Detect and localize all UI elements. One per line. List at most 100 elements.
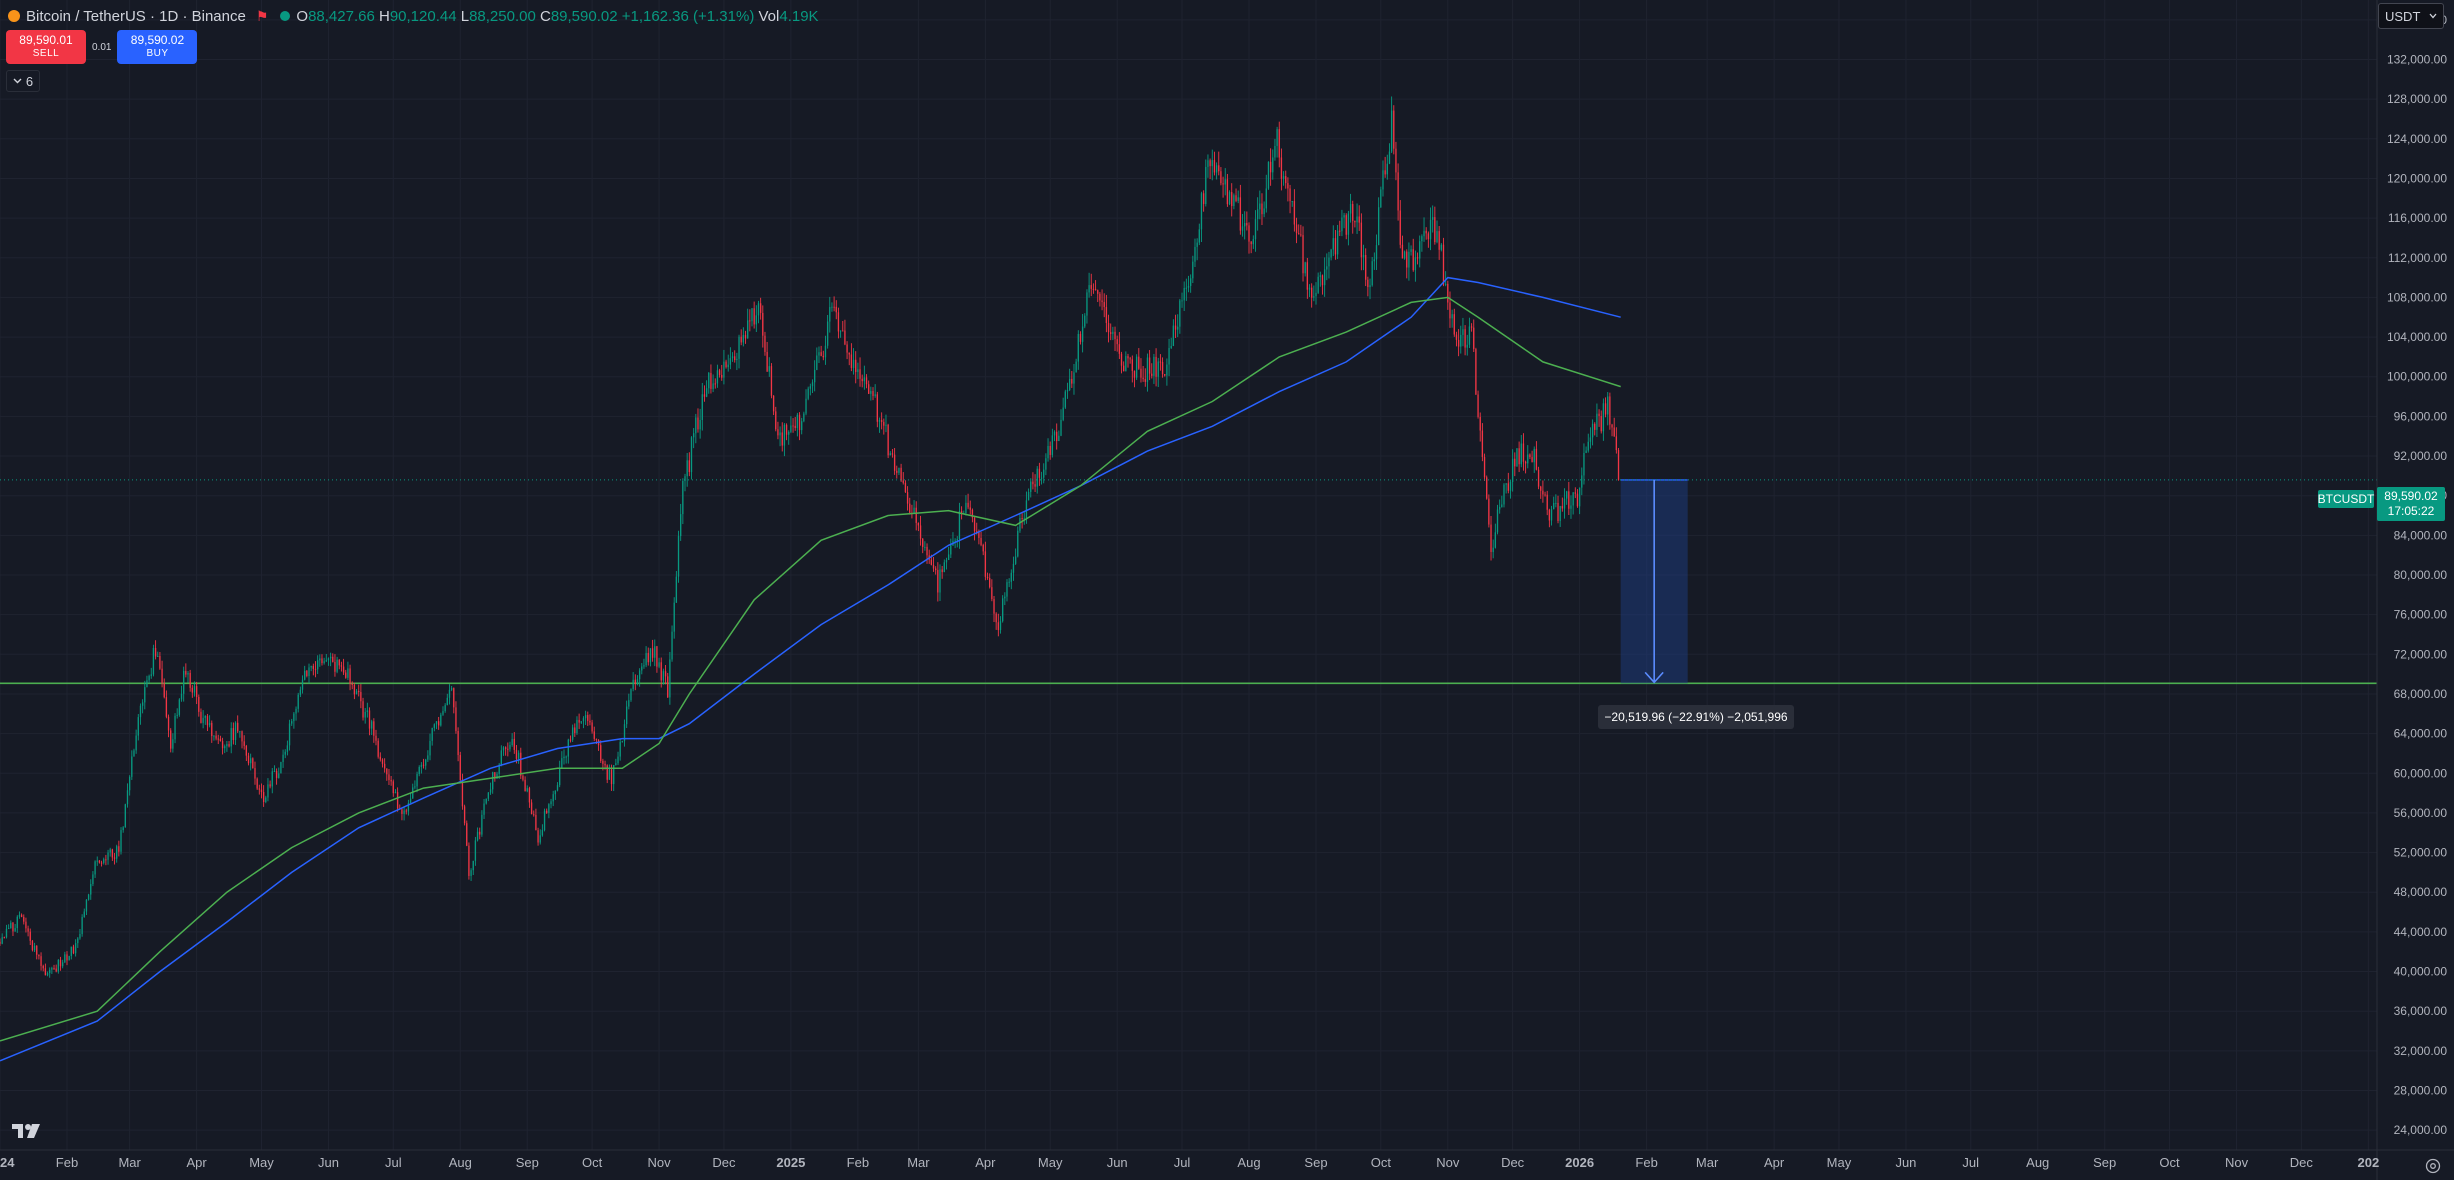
candle-body	[1421, 236, 1423, 242]
y-tick-label: 112,000.00	[2388, 251, 2447, 265]
candle-body	[139, 705, 142, 718]
candle-body	[1274, 145, 1276, 158]
candle-body	[1611, 424, 1613, 428]
buy-button[interactable]: 89,590.02 BUY	[117, 30, 198, 64]
candle-body	[72, 946, 75, 954]
candle-body	[141, 702, 144, 706]
measure-tool[interactable]	[1620, 479, 1688, 684]
candle-body	[973, 517, 976, 532]
x-tick-label: Mar	[1696, 1155, 1719, 1170]
candle-body	[658, 662, 660, 667]
candle-body	[20, 914, 23, 917]
high-label: H	[378, 7, 390, 25]
candle-body	[688, 460, 690, 473]
symbol-price-tag: BTCUSDT	[2318, 490, 2374, 508]
candle-body	[1189, 278, 1192, 286]
x-tick-label: Mar	[907, 1155, 930, 1170]
candle-body	[533, 814, 535, 816]
candle-body	[939, 569, 941, 593]
y-tick-label: 72,000.00	[2394, 647, 2448, 661]
candle-body	[1533, 448, 1535, 463]
candle-body	[1367, 279, 1369, 288]
y-tick-label: 24,000.00	[2394, 1123, 2448, 1137]
candle-body	[1302, 235, 1304, 274]
candle-body	[1382, 170, 1384, 190]
candle-body	[695, 417, 697, 434]
candle-body	[641, 666, 643, 671]
candle-body	[1609, 396, 1611, 425]
candle-body	[98, 860, 101, 863]
candle-body	[167, 716, 170, 731]
sell-label: SELL	[32, 48, 60, 59]
candle-body	[77, 938, 79, 944]
candle-body	[1019, 518, 1021, 531]
candle-body	[1151, 373, 1153, 376]
candle-body	[183, 670, 185, 694]
tradingview-logo-icon[interactable]	[10, 1120, 44, 1142]
candle-body	[133, 750, 135, 757]
candle-body	[1587, 441, 1589, 451]
candle-body	[1462, 329, 1464, 335]
spread-value: 0.01	[92, 41, 112, 53]
moving-averages	[0, 276, 1621, 1062]
candle-body	[174, 715, 176, 740]
candle-body	[1516, 448, 1518, 467]
candle-body	[1099, 293, 1101, 301]
candle-body	[1524, 461, 1527, 464]
candle-body	[1056, 431, 1058, 442]
candle-body	[189, 672, 191, 688]
candle-body	[489, 789, 492, 793]
low-label: L	[460, 7, 470, 25]
candle-body	[1241, 226, 1244, 231]
currency-select[interactable]: USDT	[2378, 3, 2444, 29]
candle-body	[543, 810, 546, 831]
candle-body	[1183, 288, 1185, 301]
price-axis[interactable]: 136,000.00132,000.00128,000.00124,000.00…	[2376, 0, 2454, 1180]
symbol-title[interactable]: Bitcoin / TetherUS · 1D · Binance	[26, 7, 246, 25]
candle-body	[373, 721, 375, 736]
candle-body	[1483, 456, 1486, 478]
candle-body	[1287, 183, 1289, 189]
candle-body	[1444, 283, 1447, 285]
settings-icon[interactable]	[2424, 1157, 2442, 1175]
candle-body	[487, 792, 490, 799]
y-tick-label: 116,000.00	[2388, 211, 2447, 225]
x-tick-label: Apr	[1764, 1155, 1785, 1170]
candle-body	[176, 714, 178, 716]
candle-body	[615, 763, 617, 766]
candle-body	[559, 767, 561, 786]
candle-body	[466, 823, 468, 846]
candle-body	[571, 727, 574, 740]
candle-body	[613, 765, 615, 785]
time-axis[interactable]: 2024 Feb Mar Apr May Jun Jul Aug Sep Oct Nov Dec 202…	[0, 1149, 2454, 1170]
candle-body	[1401, 244, 1404, 259]
candle-body	[1282, 176, 1285, 179]
candle-body	[401, 809, 403, 814]
candle-body	[219, 738, 222, 742]
candle-body	[1442, 244, 1445, 285]
candle-body	[1084, 315, 1086, 327]
candle-body	[1607, 396, 1609, 415]
candle-body	[425, 759, 427, 766]
indicators-toggle[interactable]: 6	[6, 70, 40, 92]
candle-body	[1561, 506, 1564, 509]
candle-body	[228, 744, 230, 747]
candle-body	[1518, 448, 1520, 465]
candle-body	[878, 420, 881, 422]
candle-body	[820, 352, 822, 356]
candle-body	[420, 764, 423, 767]
candle-body	[355, 691, 358, 695]
candle-body	[634, 679, 636, 685]
candle-body	[204, 716, 206, 718]
candle-body	[1555, 502, 1557, 504]
candle-body	[684, 476, 686, 481]
y-tick-label: 104,000.00	[2387, 330, 2447, 344]
candle-body	[1097, 290, 1099, 294]
candle-body	[1427, 233, 1430, 240]
sell-button[interactable]: 89,590.01 SELL	[6, 30, 86, 64]
candle-body	[582, 718, 585, 722]
candle-body	[563, 756, 565, 759]
flag-icon[interactable]: ⚑	[255, 7, 269, 24]
candle-body	[1142, 377, 1144, 380]
